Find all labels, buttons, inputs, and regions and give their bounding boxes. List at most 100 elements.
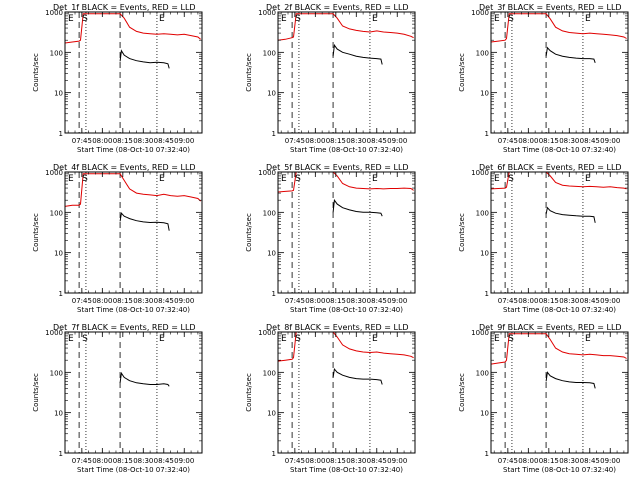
x-axis-label: Start Time (08-Oct-10 07:32:40)	[77, 146, 190, 154]
x-tick-label: 07:45	[285, 137, 305, 145]
marker-letter: E	[159, 14, 165, 24]
panel-title: Det_2f BLACK = Events, RED = LLD	[266, 3, 409, 12]
y-tick-label: 1	[59, 450, 63, 458]
lld-series-line	[277, 171, 414, 193]
y-tick-label: 1000	[45, 9, 63, 17]
detector-panel: Det_1f BLACK = Events, RED = LLD 1 10 100 10…	[32, 3, 203, 154]
x-tick-label: 08:45	[580, 457, 600, 465]
x-tick-label: 08:30	[559, 297, 579, 305]
y-tick-label: 1	[59, 290, 63, 298]
y-tick-label: 1	[272, 450, 276, 458]
y-axis-label: Counts/sec	[32, 53, 40, 92]
y-tick-label: 1000	[45, 169, 63, 177]
detector-panel: Det_7f BLACK = Events, RED = LLD 1 10 100 10…	[32, 323, 203, 474]
plot-frame	[64, 11, 203, 134]
events-series-line	[545, 371, 596, 389]
events-series-line	[332, 43, 383, 65]
panel-title: Det_3f BLACK = Events, RED = LLD	[479, 3, 622, 12]
marker-letter: E	[494, 14, 500, 24]
panel-title: Det_1f BLACK = Events, RED = LLD	[53, 3, 196, 12]
x-tick-label: 08:15	[326, 457, 346, 465]
x-axis-label: Start Time (08-Oct-10 07:32:40)	[290, 146, 403, 154]
y-tick-label: 1	[59, 130, 63, 138]
detector-panel: Det_3f BLACK = Events, RED = LLD 1 10 100 10…	[458, 3, 629, 154]
panel-title: Det_5f BLACK = Events, RED = LLD	[266, 163, 409, 172]
detector-panel: Det_5f BLACK = Events, RED = LLD 1 10 100 10…	[245, 163, 416, 314]
x-tick-label: 07:45	[72, 137, 92, 145]
panel-title: Det_7f BLACK = Events, RED = LLD	[53, 323, 196, 332]
x-tick-label: 08:15	[539, 457, 559, 465]
x-tick-label: 09:00	[387, 457, 407, 465]
y-tick-label: 10	[267, 90, 276, 98]
y-tick-label: 10	[480, 90, 489, 98]
y-axis-label: Counts/sec	[32, 213, 40, 252]
marker-letter: E	[585, 14, 591, 24]
y-tick-label: 10	[54, 410, 63, 418]
x-tick-label: 09:00	[600, 297, 620, 305]
marker-letter: S	[295, 14, 301, 24]
x-tick-label: 08:00	[92, 297, 112, 305]
y-tick-label: 100	[50, 209, 63, 217]
events-series-line	[332, 367, 383, 385]
y-tick-label: 1	[272, 290, 276, 298]
marker-letter: E	[372, 334, 378, 344]
x-tick-label: 08:30	[559, 457, 579, 465]
marker-letter: S	[295, 334, 301, 344]
x-tick-label: 08:15	[113, 297, 133, 305]
y-tick-label: 100	[50, 369, 63, 377]
lld-series-line	[277, 331, 414, 362]
marker-letter: E	[281, 334, 287, 344]
plot-frame	[277, 171, 416, 294]
marker-letter: E	[281, 14, 287, 24]
marker-letter: S	[295, 174, 301, 184]
y-tick-label: 1000	[471, 169, 489, 177]
x-tick-label: 08:00	[518, 457, 538, 465]
marker-letter: E	[68, 14, 74, 24]
plot-frame	[490, 331, 629, 454]
x-tick-label: 08:45	[580, 137, 600, 145]
y-tick-label: 1000	[471, 9, 489, 17]
y-tick-label: 100	[263, 209, 276, 217]
x-tick-label: 07:45	[498, 297, 518, 305]
plot-frame	[277, 331, 416, 454]
x-tick-label: 08:00	[518, 137, 538, 145]
x-tick-label: 08:30	[133, 297, 153, 305]
lld-series-line	[490, 171, 627, 190]
y-tick-label: 10	[54, 90, 63, 98]
lld-series-line	[490, 13, 627, 43]
y-axis-label: Counts/sec	[245, 213, 253, 252]
x-axis-label: Start Time (08-Oct-10 07:32:40)	[503, 146, 616, 154]
marker-letter: E	[494, 334, 500, 344]
x-tick-label: 08:00	[305, 137, 325, 145]
x-tick-label: 09:00	[174, 457, 194, 465]
y-axis-label: Counts/sec	[458, 373, 466, 412]
x-axis-label: Start Time (08-Oct-10 07:32:40)	[77, 466, 190, 474]
lld-series-line	[277, 13, 414, 41]
marker-letter: E	[372, 174, 378, 184]
x-tick-label: 08:15	[326, 137, 346, 145]
y-tick-label: 1000	[258, 9, 276, 17]
x-tick-label: 08:15	[539, 137, 559, 145]
marker-letter: E	[281, 174, 287, 184]
y-axis-label: Counts/sec	[245, 373, 253, 412]
marker-letter: S	[508, 14, 514, 24]
marker-letter: E	[372, 14, 378, 24]
x-tick-label: 09:00	[387, 137, 407, 145]
x-tick-label: 08:15	[113, 137, 133, 145]
plot-frame	[490, 171, 629, 294]
x-tick-label: 07:45	[72, 457, 92, 465]
marker-letter: S	[508, 174, 514, 184]
panel-title: Det_4f BLACK = Events, RED = LLD	[53, 163, 196, 172]
marker-letter: S	[82, 334, 88, 344]
y-axis-label: Counts/sec	[458, 53, 466, 92]
marker-letter: S	[82, 14, 88, 24]
events-series-line	[545, 206, 596, 223]
marker-letter: E	[585, 174, 591, 184]
x-tick-label: 08:30	[346, 457, 366, 465]
x-axis-label: Start Time (08-Oct-10 07:32:40)	[290, 306, 403, 314]
y-tick-label: 100	[50, 49, 63, 57]
x-tick-label: 08:45	[154, 297, 174, 305]
events-series-line	[119, 212, 170, 231]
marker-letter: E	[159, 334, 165, 344]
y-tick-label: 1	[485, 450, 489, 458]
